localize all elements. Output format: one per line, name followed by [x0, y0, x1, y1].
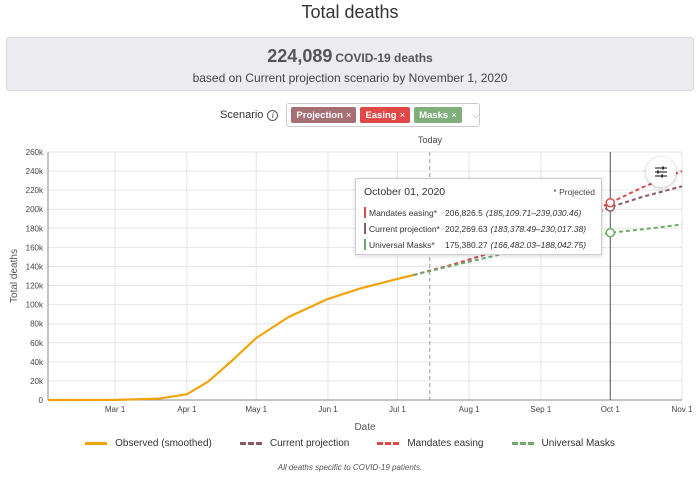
- scenario-label: Scenario: [220, 109, 264, 121]
- tooltip: October 01, 2020 * Projected Mandates ea…: [355, 178, 602, 255]
- series-color-marker: [364, 207, 366, 218]
- series-color-marker: [364, 223, 366, 234]
- tooltip-row: Current projection* 202,269.63 (183,378.…: [364, 223, 586, 234]
- summary-subtitle: based on Current projection scenario by …: [192, 71, 508, 85]
- legend-item-masks[interactable]: Universal Masks: [511, 438, 615, 449]
- tooltip-ci: (166,482.03–188,042.75): [490, 239, 587, 250]
- legend-swatch: [377, 442, 400, 445]
- x-tick-label: May 1: [245, 405, 267, 414]
- y-tick-label: 120k: [26, 282, 44, 291]
- close-icon[interactable]: ×: [399, 109, 406, 121]
- tooltip-ci: (183,378.49–230,017.38): [490, 223, 587, 234]
- tooltip-value: 202,269.63: [445, 223, 488, 234]
- legend-label: Current projection: [269, 438, 350, 449]
- x-tick-label: Sep 1: [530, 405, 551, 414]
- series-line-3: [413, 223, 683, 276]
- close-icon[interactable]: ×: [451, 109, 457, 121]
- y-tick-label: 240k: [26, 167, 44, 176]
- y-tick-label: 100k: [26, 301, 44, 310]
- legend-swatch: [85, 442, 108, 445]
- sliders-icon: [655, 166, 667, 178]
- legend-label: Mandates easing: [407, 438, 484, 449]
- info-icon[interactable]: i: [267, 109, 279, 121]
- legend: Observed (smoothed) Current projection M…: [0, 438, 700, 449]
- series-line-0: [47, 273, 414, 402]
- x-tick-label: Aug 1: [459, 405, 480, 414]
- legend-item-current[interactable]: Current projection: [239, 438, 350, 449]
- series-color-marker: [364, 239, 366, 250]
- legend-swatch: [239, 442, 262, 445]
- x-tick-label: Nov 1: [672, 405, 693, 414]
- legend-item-easing[interactable]: Mandates easing: [377, 438, 484, 449]
- tooltip-series-name: Current projection*: [369, 223, 440, 234]
- scenario-select[interactable]: Projection × Easing × Masks × ⌵: [286, 103, 481, 127]
- y-tick-label: 160k: [26, 243, 44, 252]
- y-tick-label: 200k: [26, 205, 44, 214]
- y-tick-label: 180k: [26, 224, 44, 233]
- y-tick-label: 260k: [26, 148, 44, 157]
- chip-label: Projection: [296, 109, 343, 121]
- y-tick-label: 140k: [26, 262, 44, 271]
- summary-box: 224,089 COVID-19 deaths based on Current …: [6, 37, 694, 91]
- chip-label: Masks: [419, 109, 449, 121]
- settings-button[interactable]: [646, 157, 676, 187]
- tooltip-row: Mandates easing* 206,826.5 (185,109.71–2…: [364, 207, 581, 218]
- y-tick-label: 40k: [30, 358, 44, 367]
- legend-swatch: [511, 442, 534, 445]
- chip-masks[interactable]: Masks ×: [414, 107, 462, 123]
- death-unit: COVID-19 deaths: [335, 51, 433, 65]
- legend-item-observed[interactable]: Observed (smoothed): [85, 438, 212, 449]
- y-tick-label: 0: [39, 396, 44, 405]
- today-label: Today: [418, 135, 443, 145]
- close-icon[interactable]: ×: [345, 109, 352, 121]
- page-title: Total deaths: [301, 2, 399, 22]
- x-tick-label: Jun 1: [318, 405, 338, 414]
- y-tick-label: 20k: [30, 377, 44, 386]
- tooltip-value: 206,826.5: [445, 207, 483, 218]
- tooltip-date: October 01, 2020: [364, 186, 446, 198]
- scenario-row: Scenario i Projection × Easing × Masks × ⌵: [220, 103, 481, 127]
- footnote: All deaths specific to COVID-19 patients…: [277, 463, 423, 472]
- tooltip-value: 175,380.27: [445, 239, 488, 250]
- y-tick-label: 80k: [30, 320, 44, 329]
- tooltip-projected-note: * Projected: [553, 187, 595, 197]
- x-tick-label: Oct 1: [601, 405, 621, 414]
- tooltip-series-name: Mandates easing*: [369, 207, 438, 218]
- x-tick-label: Mar 1: [105, 405, 126, 414]
- tooltip-series-name: Universal Masks*: [369, 239, 435, 250]
- legend-label: Universal Masks: [541, 438, 615, 449]
- x-axis-title: Date: [354, 422, 376, 433]
- chevron-down-icon[interactable]: ⌵: [472, 109, 480, 120]
- tooltip-row: Universal Masks* 175,380.27 (166,482.03–…: [364, 239, 586, 250]
- y-axis-title: Total deaths: [9, 249, 20, 303]
- series-point-marker: [605, 197, 616, 208]
- legend-label: Observed (smoothed): [115, 438, 212, 449]
- tooltip-ci: (185,109.71–239,030.46): [485, 207, 582, 218]
- chip-projection[interactable]: Projection ×: [291, 107, 357, 123]
- x-tick-label: Apr 1: [177, 405, 197, 414]
- y-tick-label: 220k: [26, 186, 44, 195]
- x-tick-label: Jul 1: [389, 405, 406, 414]
- y-tick-label: 60k: [30, 339, 44, 348]
- chip-label: Easing: [365, 109, 397, 121]
- chip-easing[interactable]: Easing ×: [360, 107, 411, 123]
- death-count: 224,089: [267, 46, 333, 66]
- series-point-marker: [605, 227, 616, 238]
